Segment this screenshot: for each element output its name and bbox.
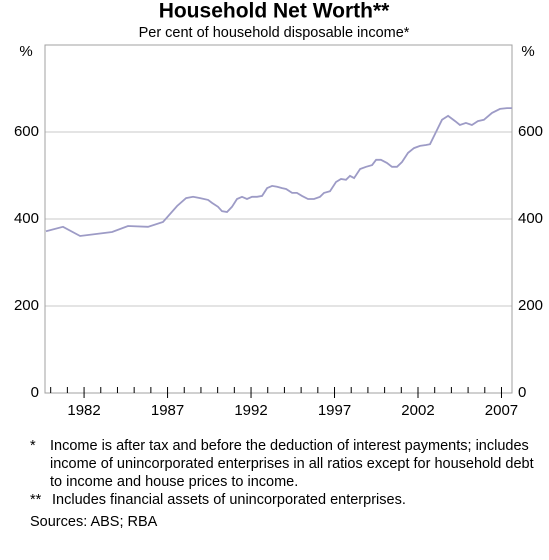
chart-title: Household Net Worth** [159, 0, 390, 23]
y-axis-label: % [19, 43, 32, 60]
page: {"chart_data": {"type": "line", "title":… [13, 0, 544, 530]
plot-frame [44, 44, 513, 394]
y2-tick-label: 0 [518, 384, 526, 401]
x-tick-label: 2007 [485, 402, 518, 419]
sources: Sources: ABS; RBA [30, 514, 158, 530]
note-text: Income is after tax and before the deduc… [50, 438, 534, 490]
y-tick-label: 200 [14, 297, 39, 314]
x-tick-label: 1987 [151, 402, 184, 419]
x-tick-label: 1997 [318, 402, 351, 419]
note-marker: * [30, 438, 36, 454]
note: * Income is after tax and before the dedu… [30, 437, 540, 491]
data-line [45, 107, 512, 237]
y-tick-label: 600 [14, 123, 39, 140]
y-tick-label: 400 [14, 210, 39, 227]
chart: Household Net Worth** Per cent of househ… [14, 0, 543, 419]
y2-tick-label: 400 [518, 210, 543, 227]
y-tick-label: 0 [31, 384, 39, 401]
y2-tick-label: 600 [518, 123, 543, 140]
notes: * Income is after tax and before the dedu… [30, 437, 540, 531]
note: ** Includes financial assets of unincorpo… [30, 491, 540, 509]
note-marker: ** [30, 492, 42, 508]
y2-tick-label: 200 [518, 297, 543, 314]
x-tick-label: 1982 [67, 402, 100, 419]
y2-axis-label: % [521, 43, 534, 60]
chart-subtitle: Per cent of household disposable income* [139, 25, 410, 41]
x-tick-label: 2002 [401, 402, 434, 419]
note-text: Includes financial assets of unincorpora… [52, 492, 406, 508]
x-tick-label: 1992 [234, 402, 267, 419]
